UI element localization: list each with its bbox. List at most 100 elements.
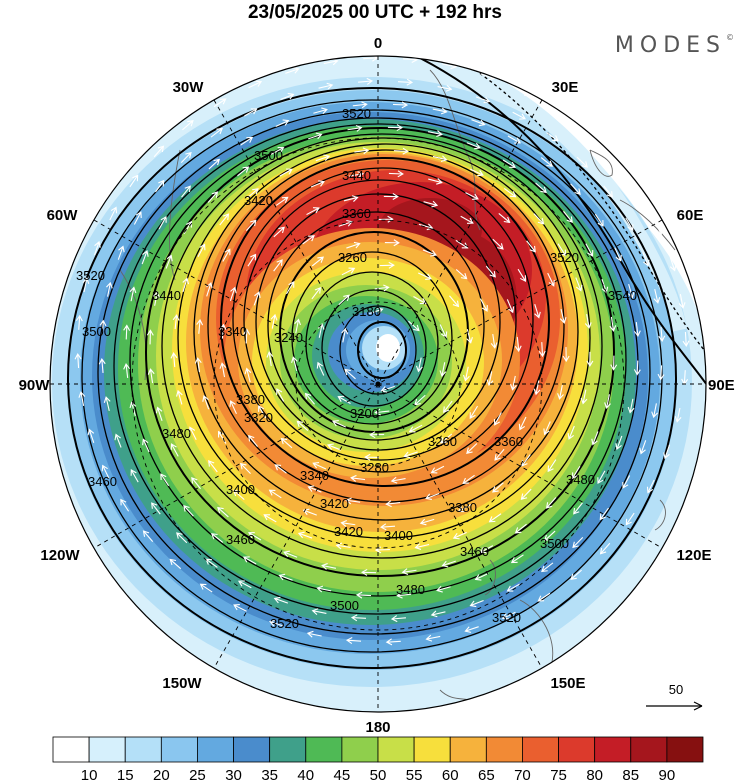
wind-arrow xyxy=(82,277,90,293)
wind-arrow xyxy=(248,80,263,89)
colorbar-swatch xyxy=(88,736,126,763)
wind-arrow xyxy=(545,497,557,509)
wind-arrow xyxy=(374,408,390,416)
wind-arrow xyxy=(455,269,468,280)
wind-arrow xyxy=(599,542,611,555)
wind-arrow xyxy=(634,188,644,202)
wind-arrow xyxy=(270,313,278,329)
wind-arrow xyxy=(151,502,161,515)
colorbar-tick-label: 65 xyxy=(478,767,495,782)
wind-arrow xyxy=(285,281,295,295)
wind-arrow xyxy=(537,592,551,602)
wind-arrow xyxy=(244,367,252,383)
brand-mark: © xyxy=(726,33,734,42)
wind-arrow xyxy=(418,223,434,231)
colorbar-swatch xyxy=(269,736,307,763)
contour-label: 3420 xyxy=(334,524,363,539)
wind-arrow xyxy=(506,299,515,314)
wind-speed-shading xyxy=(50,56,706,712)
wind-arrow xyxy=(678,294,686,309)
contour-label: 3480 xyxy=(566,472,595,487)
contour-label: 3400 xyxy=(384,528,413,543)
wind-arrow xyxy=(639,440,647,455)
colorbar-tick-label: 30 xyxy=(225,767,242,782)
wind-arrow xyxy=(248,532,262,541)
wind-arrow xyxy=(246,188,259,199)
wind-arrow xyxy=(597,470,606,484)
wind-arrow xyxy=(414,543,430,550)
wind-arrow xyxy=(514,337,522,353)
contour-label: 3500 xyxy=(82,324,111,339)
wind-arrow xyxy=(408,424,423,433)
wind-arrow xyxy=(501,611,516,620)
wind-arrow xyxy=(439,362,447,377)
wind-arrow xyxy=(390,476,406,484)
wind-arrow xyxy=(674,407,682,423)
colorbar-tick-label: 70 xyxy=(514,767,531,782)
wind-arrow xyxy=(74,352,82,369)
contour-label: 3320 xyxy=(244,410,273,425)
contour-label: 3460 xyxy=(88,474,117,489)
wind-arrow xyxy=(361,568,377,576)
wind-arrow xyxy=(585,243,594,257)
wind-arrow xyxy=(387,124,403,132)
wind-arrow xyxy=(364,453,380,461)
wind-arrow xyxy=(653,289,661,304)
wind-arrow xyxy=(466,142,481,150)
wind-arrow xyxy=(422,249,437,257)
wind-arrow xyxy=(471,119,486,127)
wind-arrow xyxy=(591,431,599,446)
contour-label: 3520 xyxy=(270,616,299,631)
wind-arrow xyxy=(308,132,323,140)
wind-arrow xyxy=(520,488,532,500)
wind-arrow xyxy=(327,443,342,451)
wind-arrow xyxy=(343,195,359,202)
colorbar-swatch xyxy=(160,736,198,763)
wind-arrow xyxy=(99,319,107,335)
wind-arrow xyxy=(502,159,516,168)
wind-arrow xyxy=(492,238,504,250)
wind-arrow xyxy=(490,333,498,349)
wind-arrow xyxy=(181,185,191,198)
lon-label-60w: 60W xyxy=(47,207,79,224)
wind-arrow xyxy=(276,388,285,402)
wind-arrow xyxy=(594,213,604,227)
wind-arrow xyxy=(194,357,202,373)
wind-arrow xyxy=(219,362,227,378)
colorbar-tick-label: 20 xyxy=(153,767,170,782)
wind-arrow xyxy=(474,573,489,581)
brand-logo: MODES© xyxy=(615,33,734,58)
wind-arrow xyxy=(380,385,395,393)
wind-arrow xyxy=(350,474,366,482)
wind-arrow xyxy=(237,580,252,589)
wind-arrow xyxy=(573,502,583,515)
wind-arrow xyxy=(466,443,478,455)
lon-label-90e: 90E xyxy=(708,377,735,394)
wind-arrow xyxy=(518,416,527,431)
wind-arrow xyxy=(275,119,290,127)
wind-arrow xyxy=(294,318,302,334)
colorbar-tick-label: 50 xyxy=(370,767,387,782)
wind-arrow xyxy=(274,464,287,474)
contour-labels: 3520 3500 3440 3420 3360 3260 3180 3240 … xyxy=(76,106,637,631)
pole-marker xyxy=(375,381,381,387)
wind-arrow xyxy=(98,357,106,374)
wind-arrow xyxy=(526,240,536,253)
wind-arrow xyxy=(654,221,663,236)
wind-arrow xyxy=(396,591,412,599)
wind-arrow xyxy=(379,523,396,531)
wind-arrow xyxy=(304,392,315,405)
colorbar-tick-label: 45 xyxy=(334,767,351,782)
wind-arrow xyxy=(283,550,298,558)
wind-arrow xyxy=(279,168,293,177)
wind-arrow xyxy=(273,226,285,238)
colorbar-tick-label: 75 xyxy=(550,767,567,782)
wind-arrow xyxy=(682,331,690,348)
wind-arrow xyxy=(425,492,440,501)
wind-arrow xyxy=(408,320,420,332)
contour-label: 3420 xyxy=(244,193,273,208)
wind-arrow xyxy=(315,154,331,162)
wind-arrow xyxy=(278,573,293,581)
wind-arrow xyxy=(78,391,86,406)
wind-arrow xyxy=(462,366,470,382)
